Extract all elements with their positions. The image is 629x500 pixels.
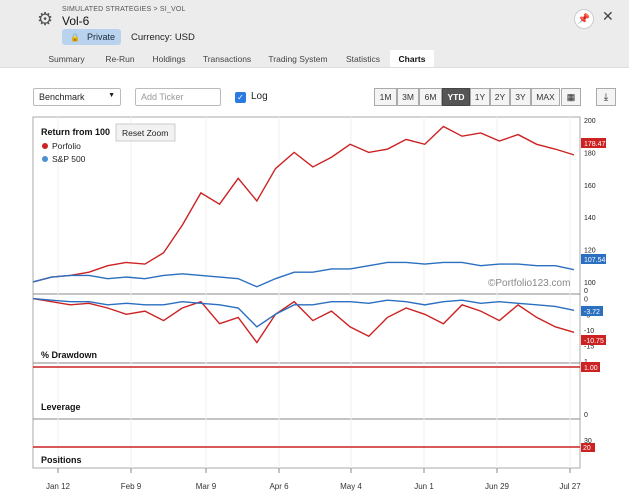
portfolio-last-badge [581, 138, 606, 148]
currency-label: Currency: USD [131, 32, 195, 43]
tab-charts[interactable]: Charts [390, 50, 434, 68]
range-max[interactable]: MAX [531, 88, 560, 106]
tab-re-run[interactable]: Re-Run [105, 54, 135, 64]
leverage-last-value: 1.00 [584, 365, 598, 372]
chart-title: Return from 100 [41, 127, 110, 137]
return-tick-6: 0 [584, 288, 588, 295]
x-tick-label-7: Jul 27 [559, 482, 581, 491]
return-tick-0: 200 [584, 118, 596, 125]
benchmark-select[interactable]: Benchmark ▼ [33, 88, 121, 106]
tab-summary[interactable]: Summary [48, 54, 85, 64]
x-axis: Jan 12 Feb 9 Mar 9 Apr 6 May 4 Jun 1 Jun 29 Jul… [46, 468, 581, 491]
x-tick-label-0: Jan 12 [46, 482, 71, 491]
legend-portfolio[interactable]: Porfolio [52, 141, 81, 151]
return-tick-5: 100 [584, 280, 596, 287]
portfolio-drawdown-badge [581, 335, 606, 345]
portfolio-drawdown-last: -10.75 [584, 338, 604, 345]
legend-sp500-marker [42, 156, 48, 162]
caret-down-icon: ▼ [108, 92, 115, 99]
range-6m[interactable]: 6M [419, 88, 442, 106]
positions-badge [581, 443, 595, 452]
sp500-last-badge [581, 254, 606, 264]
sp500-drawdown-badge [581, 306, 603, 316]
gear-icon[interactable]: ⚙ [37, 9, 54, 30]
privacy-badge[interactable]: 🔒 Private [62, 29, 121, 45]
x-tick-label-2: Mar 9 [196, 482, 217, 491]
tab-transactions[interactable]: Transactions [202, 54, 252, 64]
drawdown-label: % Drawdown [41, 350, 97, 360]
watermark: ©Portfolio123.com [488, 278, 570, 289]
portfolio-drawdown-line [32, 297, 575, 344]
leverage-label: Leverage [41, 402, 81, 412]
log-label: Log [251, 91, 268, 102]
sp500-last-value: 107.54 [584, 257, 606, 264]
tab-holdings[interactable]: Holdings [152, 54, 186, 64]
drawdown-tick-3: -15 [584, 344, 594, 351]
portfolio-return-line [32, 125, 575, 283]
return-tick-3: 140 [584, 215, 596, 222]
range-3m[interactable]: 3M [397, 88, 419, 106]
reset-zoom-button[interactable]: Reset Zoom [122, 128, 168, 138]
x-tick-label-3: Apr 6 [269, 482, 289, 491]
performance-chart: Return from 100 Reset Zoom Porfolio S&P … [32, 116, 606, 491]
range-3y[interactable]: 3Y [510, 88, 531, 106]
positions-last-value: 20 [583, 445, 591, 452]
range-ytd[interactable]: YTD [442, 88, 470, 106]
portfolio-last-value: 178.47 [584, 141, 606, 148]
legend-portfolio-marker [42, 143, 48, 149]
chart-frame [32, 116, 581, 469]
tab-bar: Summary Re-Run Holdings Transactions Tra… [0, 50, 629, 68]
privacy-label: Private [86, 32, 115, 42]
sp500-drawdown-line [32, 297, 575, 328]
tab-statistics[interactable]: Statistics [345, 54, 380, 64]
log-checkbox[interactable]: ✓ [235, 92, 246, 103]
add-ticker-input[interactable]: Add Ticker [135, 88, 221, 106]
close-icon[interactable]: ✕ [602, 9, 614, 25]
portfolio-header: ⚙ SIMULATED STRATEGIES > SI_VOL Vol-6 🔒 … [0, 0, 629, 68]
leverage-badge [581, 362, 600, 372]
lock-icon: 🔒 [70, 32, 80, 42]
tab-divider [0, 67, 629, 68]
positions-tick-30: 30 [584, 438, 592, 445]
x-tick-label-5: Jun 1 [414, 482, 434, 491]
tab-trading-system[interactable]: Trading System [268, 54, 328, 64]
benchmark-value: Benchmark [39, 92, 85, 102]
calendar-icon[interactable]: ▦ [561, 88, 581, 106]
reset-zoom-button-bg[interactable] [115, 123, 176, 142]
legend-sp500[interactable]: S&P 500 [52, 154, 86, 164]
range-1m[interactable]: 1M [374, 88, 397, 106]
drawdown-tick-2: -10 [584, 328, 594, 335]
x-tick-label-4: May 4 [340, 482, 362, 491]
leverage-tick-0: 0 [584, 412, 588, 419]
return-tick-4: 120 [584, 248, 596, 255]
breadcrumb[interactable]: SIMULATED STRATEGIES > SI_VOL [62, 6, 186, 13]
x-tick-label-1: Feb 9 [121, 482, 142, 491]
page-title: Vol-6 [62, 14, 90, 28]
positions-label: Positions [41, 455, 82, 465]
sp500-drawdown-last: -3.72 [584, 309, 600, 316]
return-tick-1: 180 [584, 150, 596, 157]
range-2y[interactable]: 2Y [490, 88, 510, 106]
download-icon[interactable]: ⤓ [596, 88, 616, 106]
vertical-gridlines [57, 117, 571, 468]
range-1y[interactable]: 1Y [470, 88, 490, 106]
sp500-return-line [32, 261, 575, 288]
x-tick-label-6: Jun 29 [485, 482, 510, 491]
pin-icon[interactable]: 📌 [574, 9, 594, 29]
return-tick-2: 160 [584, 183, 596, 190]
drawdown-tick-0: 0 [584, 297, 588, 304]
